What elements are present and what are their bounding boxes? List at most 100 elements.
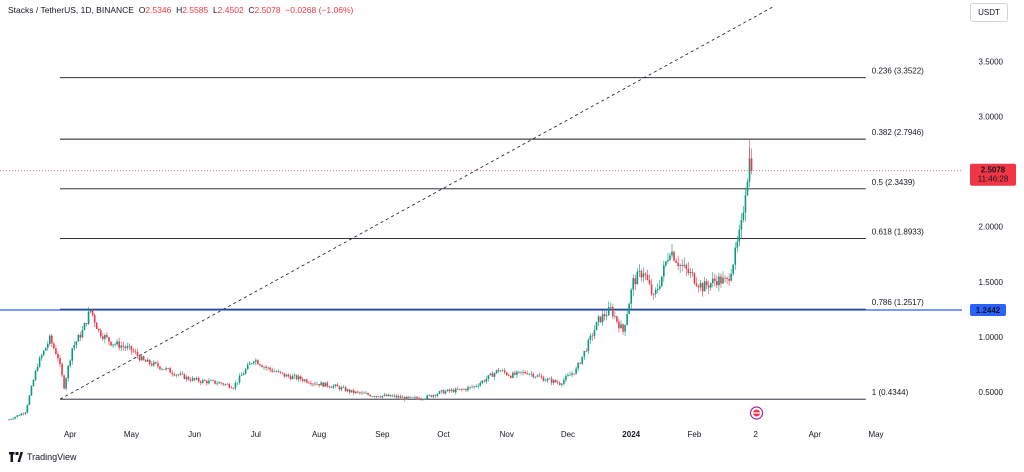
candle-body — [53, 343, 55, 349]
candle-body — [124, 346, 127, 349]
candle-body — [391, 395, 394, 397]
candle-body — [412, 397, 414, 398]
fib-level-0.786-label: 0.786 (1.2517) — [872, 298, 924, 307]
candle-body — [577, 362, 579, 369]
candle-body — [442, 390, 445, 394]
candle-body — [61, 364, 63, 376]
candle-body — [10, 419, 12, 420]
candle-body — [457, 388, 459, 390]
candle-body — [538, 375, 541, 377]
candle-body — [638, 270, 641, 272]
candle-body — [116, 341, 118, 345]
fib-retracement[interactable]: 0.236 (3.3522) 0.382 (2.7946) 0.5 (2.3439)… — [60, 67, 924, 400]
candle-body — [193, 378, 196, 380]
candle-body — [393, 395, 396, 397]
candle-body — [559, 382, 561, 385]
candle-body — [383, 394, 386, 396]
candle-body — [65, 378, 67, 389]
candle-body — [265, 366, 267, 368]
candle-body — [475, 386, 477, 387]
candle-body — [136, 352, 139, 356]
candle-body — [561, 383, 563, 385]
trend-line-segment[interactable] — [59, 5, 775, 400]
fib-level-0.5-label: 0.5 (2.3439) — [872, 178, 915, 187]
candle-body — [236, 382, 239, 384]
candle-body — [514, 372, 516, 375]
candle-body — [714, 278, 716, 281]
candle-body — [489, 373, 492, 376]
candle-body — [367, 393, 369, 395]
candle-body — [365, 393, 367, 394]
candle-body — [336, 384, 339, 387]
candle-body — [665, 261, 667, 266]
candle-body — [301, 379, 304, 381]
trend-line[interactable] — [59, 5, 775, 400]
candle-body — [299, 376, 302, 380]
candle-body — [126, 346, 129, 349]
candle-body — [42, 350, 45, 356]
candle-body — [212, 380, 214, 382]
price-axis[interactable]: 0.50001.00001.50002.00002.50003.00003.50… — [979, 57, 1004, 397]
candle-body — [155, 362, 157, 364]
candle-body — [463, 388, 465, 390]
candle-body — [471, 386, 473, 388]
candle-body — [255, 360, 257, 362]
candle-body — [477, 385, 479, 387]
x-tick-label: Sep — [375, 430, 390, 439]
time-axis[interactable]: Apr May Jun Jul Aug Sep Oct Nov Dec 2024 Feb 2 Apr Ma… — [64, 430, 884, 439]
candle-body — [291, 376, 294, 380]
candle-body — [650, 284, 653, 295]
candle-body — [204, 380, 206, 381]
candle-body — [257, 360, 259, 365]
candle-body — [673, 251, 675, 261]
candle-body — [732, 264, 734, 274]
currency-button[interactable]: USDT — [970, 3, 1008, 22]
candle-body — [138, 355, 141, 361]
candle-body — [67, 365, 69, 379]
candle-body — [377, 396, 380, 397]
candle-body — [355, 391, 357, 394]
candle-body — [287, 374, 290, 377]
candle-body — [450, 389, 453, 392]
event-icon-stripe — [753, 412, 761, 414]
candle-body — [304, 379, 306, 381]
candle-body — [40, 355, 43, 358]
candle-body — [36, 366, 39, 371]
candle-body — [146, 359, 149, 362]
candle-body — [218, 382, 220, 384]
candle-body — [436, 393, 439, 396]
candle-body — [130, 345, 133, 351]
events[interactable] — [749, 406, 764, 420]
candle-body — [691, 272, 694, 274]
candle-body — [703, 281, 706, 292]
candle-body — [712, 278, 714, 284]
candle-body — [420, 399, 422, 400]
candle-body — [87, 311, 90, 325]
candle-body — [448, 389, 451, 392]
candle-body — [579, 362, 581, 364]
candle-body — [667, 259, 669, 262]
x-tick-label: 2 — [753, 430, 758, 439]
y-tick-label: 3.5000 — [979, 57, 1004, 66]
open-value: 2.5346 — [145, 5, 172, 15]
candle-body — [742, 212, 745, 221]
candle-body — [234, 382, 237, 389]
candle-body — [532, 373, 535, 378]
candle-body — [648, 279, 651, 285]
candle-body — [573, 373, 575, 375]
candle-body — [432, 395, 435, 397]
tradingview-logo[interactable]: TradingView — [9, 452, 77, 462]
candle-body — [399, 396, 402, 398]
candle-body — [159, 366, 161, 369]
candle-body — [654, 289, 657, 295]
x-tick-label: Oct — [437, 430, 450, 439]
candle-body — [695, 283, 698, 286]
candle-body — [167, 368, 169, 369]
level-price-badge — [970, 303, 1006, 316]
candle-body — [699, 283, 702, 288]
candle-body — [505, 372, 508, 375]
candle-body — [108, 337, 110, 342]
candle-body — [518, 371, 520, 373]
candle-body — [106, 335, 108, 338]
